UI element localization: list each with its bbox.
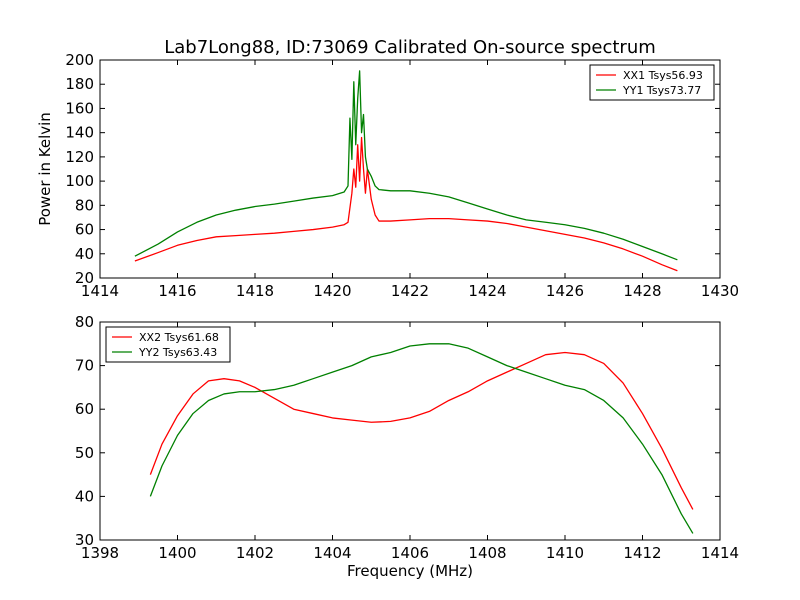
series-line-2 — [149, 343, 694, 534]
y-tick-label: 40 — [75, 245, 94, 263]
legend-box — [105, 326, 231, 363]
legend: XX2 Tsys61.68 YY2 Tsys63.43 — [105, 326, 231, 363]
x-tick-label: 1420 — [313, 282, 351, 300]
legend: XX1 Tsys56.93 YY1 Tsys73.77 — [589, 64, 715, 101]
x-tick-label: 1402 — [236, 544, 274, 562]
y-tick-label: 80 — [75, 196, 94, 214]
y-tick-label: 160 — [65, 99, 94, 117]
x-tick-label: 1406 — [391, 544, 429, 562]
legend-entry-2: YY2 Tsys63.43 — [138, 346, 217, 359]
y-tick-label: 60 — [75, 221, 94, 239]
y-axis-label: Power in Kelvin — [36, 112, 54, 226]
y-tick-label: 80 — [75, 313, 94, 331]
x-tick-label: 1430 — [701, 282, 739, 300]
series-line-2 — [134, 70, 678, 261]
x-tick-label: 1426 — [546, 282, 584, 300]
bottom-spectrum-chart: 1398 1400 1402 1404 1406 1408 1410 1412 1414 30 40… — [75, 313, 739, 580]
series-line-1 — [134, 136, 678, 272]
x-tick-label: 1404 — [313, 544, 351, 562]
y-tick-label: 180 — [65, 75, 94, 93]
y-tick-label: 70 — [75, 357, 94, 375]
series-line-1 — [149, 351, 694, 510]
y-tick-label: 20 — [75, 269, 94, 287]
y-tick-label: 140 — [65, 124, 94, 142]
x-tick-label: 1422 — [391, 282, 429, 300]
y-tick-label: 200 — [65, 51, 94, 69]
legend-box — [589, 64, 715, 101]
x-tick-label: 1418 — [236, 282, 274, 300]
x-tick-label: 1408 — [468, 544, 506, 562]
y-tick-label: 120 — [65, 148, 94, 166]
x-tick-label: 1416 — [158, 282, 196, 300]
x-tick-label: 1400 — [158, 544, 196, 562]
y-tick-label: 100 — [65, 172, 94, 190]
x-tick-label: 1414 — [81, 282, 119, 300]
x-axis-label: Frequency (MHz) — [347, 562, 473, 580]
figure-title: Lab7Long88, ID:73069 Calibrated On-sourc… — [164, 37, 656, 58]
y-tick-label: 50 — [75, 444, 94, 462]
legend-entry-1: XX2 Tsys61.68 — [139, 331, 219, 344]
x-tick-label: 1424 — [468, 282, 506, 300]
legend-entry-1: XX1 Tsys56.93 — [623, 69, 703, 82]
y-tick-label: 40 — [75, 487, 94, 505]
x-tick-label: 1428 — [623, 282, 661, 300]
x-tick-label: 1412 — [623, 544, 661, 562]
legend-entry-2: YY1 Tsys73.77 — [622, 84, 701, 97]
y-tick-label: 30 — [75, 531, 94, 549]
top-spectrum-chart: 1414 1416 1418 1420 1422 1424 1426 1428 1430 20 40… — [36, 51, 739, 300]
x-tick-label: 1410 — [546, 544, 584, 562]
x-tick-label: 1398 — [81, 544, 119, 562]
x-tick-label: 1414 — [701, 544, 739, 562]
y-tick-label: 60 — [75, 400, 94, 418]
